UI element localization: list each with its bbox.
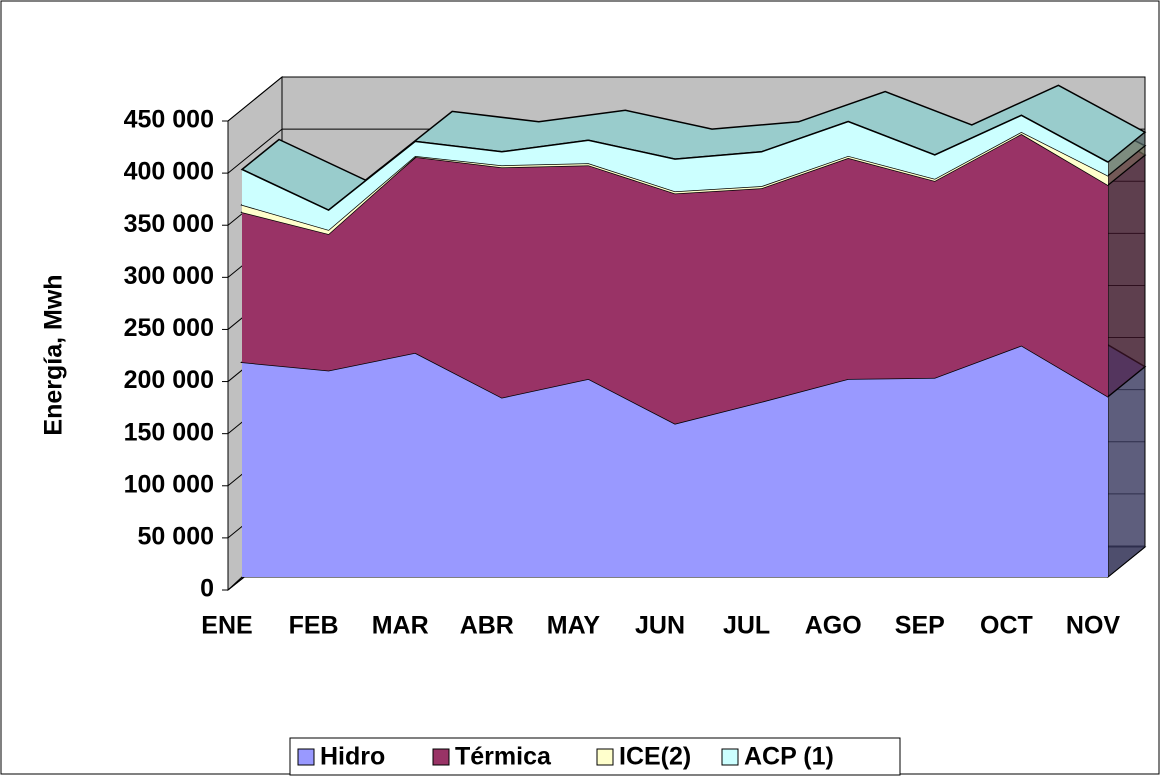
x-tick-label: AGO	[805, 612, 862, 640]
x-tick-label: ENE	[201, 612, 252, 640]
y-tick-label: 250 000	[124, 314, 214, 342]
legend-swatch	[297, 748, 315, 766]
area-side-shade	[1108, 145, 1145, 186]
legend-label: Térmica	[455, 743, 552, 771]
legend	[289, 737, 901, 776]
y-tick-label: 150 000	[124, 418, 214, 446]
grid-line	[227, 128, 283, 174]
x-tick-label: JUN	[635, 612, 685, 640]
x-tick-label: NOV	[1066, 612, 1121, 640]
area-side-shade	[1108, 366, 1145, 577]
y-tick-label: 100 000	[124, 470, 214, 498]
x-tick-label: FEB	[289, 612, 339, 640]
legend-label: ICE(2)	[619, 743, 691, 771]
y-tick-label: 0	[200, 575, 214, 603]
y-tick-label: 350 000	[124, 210, 214, 238]
area	[242, 134, 1108, 424]
x-tick-label: SEP	[895, 612, 945, 640]
legend-swatch	[432, 748, 450, 766]
y-tick-label: 50 000	[138, 522, 214, 550]
legend-label: ACP (1)	[744, 743, 834, 771]
x-tick-label: JUL	[723, 612, 770, 640]
y-tick-label: 400 000	[124, 158, 214, 186]
grid-line	[227, 76, 283, 122]
x-tick-label: ABR	[460, 612, 514, 640]
legend-swatch	[721, 748, 739, 766]
y-axis-title: Energía, Mwh	[40, 274, 68, 435]
legend-label: Hidro	[320, 743, 385, 771]
area-side-shade	[1108, 155, 1145, 397]
area	[242, 345, 1108, 577]
legend-swatch	[596, 748, 614, 766]
y-tick-label: 300 000	[124, 262, 214, 290]
y-tick-label: 200 000	[124, 366, 214, 394]
area-line	[241, 114, 1109, 212]
x-tick-label: OCT	[980, 612, 1033, 640]
x-tick-label: MAY	[547, 612, 601, 640]
x-tick-label: MAR	[372, 612, 429, 640]
area	[242, 115, 1108, 230]
y-tick-label: 450 000	[124, 106, 214, 134]
area-side-shade	[1108, 132, 1145, 176]
